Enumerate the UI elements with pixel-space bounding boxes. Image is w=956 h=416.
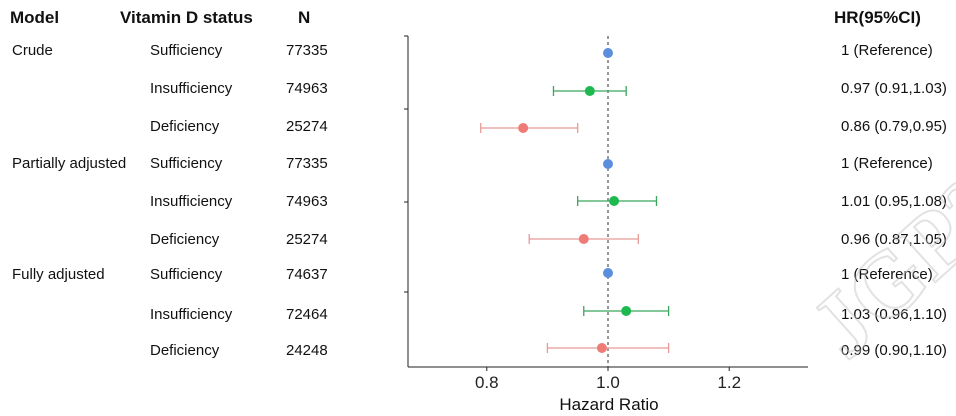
- row-hr-text: 0.97 (0.91,1.03): [841, 80, 947, 97]
- row-n-value: 74963: [286, 193, 328, 210]
- hr-point: [578, 234, 589, 244]
- hr-point: [609, 196, 620, 206]
- row-hr-text: 0.99 (0.90,1.10): [841, 342, 947, 359]
- row-n-value: 24248: [286, 342, 328, 359]
- row-status-label: Deficiency: [150, 118, 220, 135]
- row-model-label: Fully adjusted: [12, 266, 105, 283]
- header-model: Model: [10, 8, 60, 27]
- row-n-value: 77335: [286, 42, 328, 59]
- row-status-label: Sufficiency: [150, 42, 223, 59]
- hr-point: [603, 268, 613, 278]
- row-status-label: Insufficiency: [150, 306, 233, 323]
- row-hr-text: 1 (Reference): [841, 266, 933, 283]
- row-hr-text: 0.86 (0.79,0.95): [841, 118, 947, 135]
- row-n-value: 72464: [286, 306, 328, 323]
- hr-point: [518, 123, 529, 133]
- x-axis-label: Hazard Ratio: [559, 395, 658, 414]
- row-model-label: Crude: [12, 42, 53, 59]
- header-n: N: [298, 8, 311, 27]
- row-n-value: 74963: [286, 80, 328, 97]
- plot-marks: [480, 48, 670, 353]
- header-vitamin-d-status: Vitamin D status: [120, 8, 253, 27]
- x-tick-label: 0.8: [475, 373, 499, 392]
- hr-point: [584, 86, 595, 96]
- x-tick-label: 1.0: [596, 373, 620, 392]
- row-status-label: Deficiency: [150, 231, 220, 248]
- row-hr-text: 1.03 (0.96,1.10): [841, 306, 947, 323]
- plot-axes: 0.8 1.0 1.2: [404, 35, 808, 392]
- x-tick-label: 1.2: [717, 373, 741, 392]
- row-model-label: Partially adjusted: [12, 155, 127, 172]
- row-n-value: 25274: [286, 231, 328, 248]
- hr-point: [603, 159, 613, 169]
- row-status-label: Deficiency: [150, 342, 220, 359]
- row-hr-text: 0.96 (0.87,1.05): [841, 231, 947, 248]
- row-hr-text: 1 (Reference): [841, 155, 933, 172]
- hr-point: [621, 306, 632, 316]
- row-status-label: Insufficiency: [150, 80, 233, 97]
- row-n-value: 74637: [286, 266, 328, 283]
- row-hr-text: 1.01 (0.95,1.08): [841, 193, 947, 210]
- row-status-label: Sufficiency: [150, 266, 223, 283]
- row-hr-text: 1 (Reference): [841, 42, 933, 59]
- hr-point: [603, 48, 613, 58]
- row-n-value: 25274: [286, 118, 328, 135]
- row-n-value: 77335: [286, 155, 328, 172]
- hr-point: [596, 343, 607, 353]
- row-status-label: Sufficiency: [150, 155, 223, 172]
- row-status-label: Insufficiency: [150, 193, 233, 210]
- header-hr-ci: HR(95%CI): [834, 8, 921, 27]
